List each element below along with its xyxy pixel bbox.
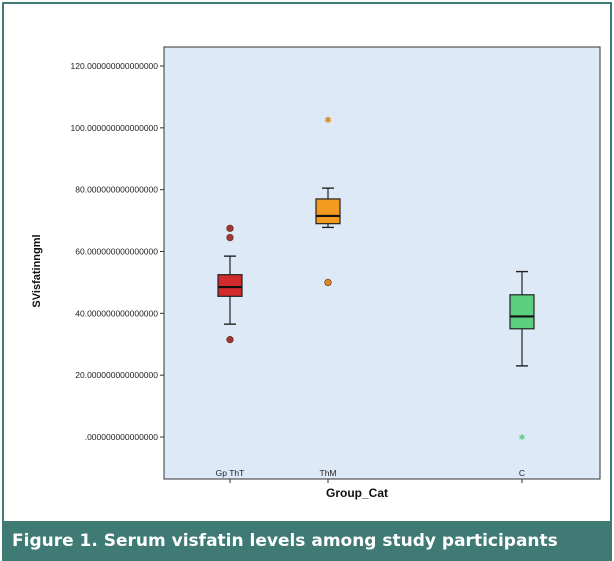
iqr-box <box>509 294 535 330</box>
y-tick-label: 120.000000000000000 <box>71 61 159 71</box>
y-tick-label: 60.000000000000000 <box>75 247 158 257</box>
y-tick-label: 40.000000000000000 <box>75 308 158 318</box>
x-tick-label: C <box>519 468 525 478</box>
box-gp-tht <box>217 224 243 344</box>
y-tick-label: 100.000000000000000 <box>71 123 159 133</box>
x-tick-label: ThM <box>320 468 337 478</box>
y-tick-label: 80.000000000000000 <box>75 185 158 195</box>
x-axis: Gp ThT ThM C <box>216 468 525 483</box>
y-tick-label: 20.000000000000000 <box>75 370 158 380</box>
plot-area <box>163 46 601 480</box>
x-axis-label: Group_Cat <box>326 486 388 500</box>
outlier-point: ✱ <box>519 433 526 442</box>
iqr-box <box>315 198 341 225</box>
box-plot-chart: .000000000000000 20.000000000000000 40.000… <box>31 46 601 500</box>
outlier-point: ✱ <box>324 116 332 126</box>
y-tick-label: .000000000000000 <box>85 432 159 442</box>
outlier-point <box>324 278 332 287</box>
x-tick-label: Gp ThT <box>216 468 245 478</box>
outlier-point <box>226 233 234 242</box>
iqr-box <box>217 274 243 297</box>
y-axis-label: SVisfatinngml <box>31 234 43 307</box>
figure-caption: Figure 1. Serum visfatin levels among st… <box>2 521 612 561</box>
y-axis: .000000000000000 20.000000000000000 40.000… <box>71 61 164 442</box>
box-c: ✱ <box>509 270 535 442</box>
box-thm: ✱ <box>315 116 341 287</box>
boxes-layer: ✱✱ <box>217 116 535 442</box>
outlier-point <box>226 224 234 232</box>
outlier-point <box>226 336 234 344</box>
